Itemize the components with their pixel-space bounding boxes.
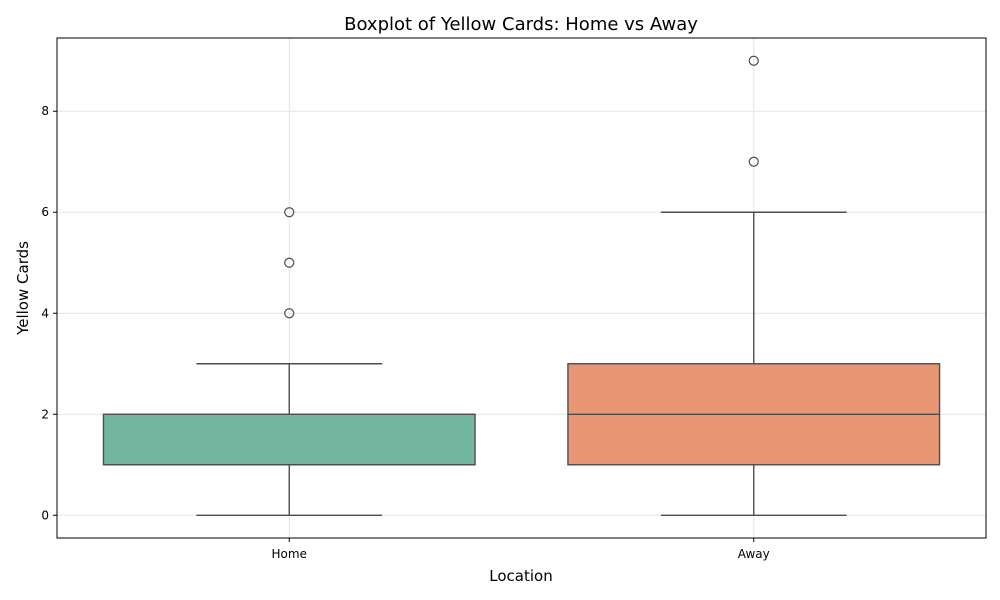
outlier-point	[284, 257, 295, 268]
plot-frame	[56, 37, 987, 539]
y-tick-label: 8	[41, 104, 49, 118]
box-group-home	[102, 207, 476, 516]
box-group-away	[567, 55, 941, 516]
outlier-point	[748, 55, 759, 66]
tick-layer: 0 2 4 6 8 Home Away	[41, 104, 769, 561]
y-tick-label: 6	[41, 205, 49, 219]
chart-title: Boxplot of Yellow Cards: Home vs Away	[344, 14, 698, 35]
y-tick-label: 0	[41, 508, 49, 522]
y-tick-label: 4	[41, 306, 49, 320]
y-axis-label: Yellow Cards	[14, 241, 32, 336]
box-iqr	[102, 413, 476, 466]
x-axis-label: Location	[489, 567, 552, 585]
box-layer	[102, 55, 941, 516]
outlier-point	[284, 308, 295, 319]
y-tick-label: 2	[41, 407, 49, 421]
x-tick-label: Away	[738, 547, 770, 561]
outlier-point	[748, 156, 759, 167]
outlier-point	[284, 207, 295, 218]
x-tick-label: Home	[272, 547, 307, 561]
